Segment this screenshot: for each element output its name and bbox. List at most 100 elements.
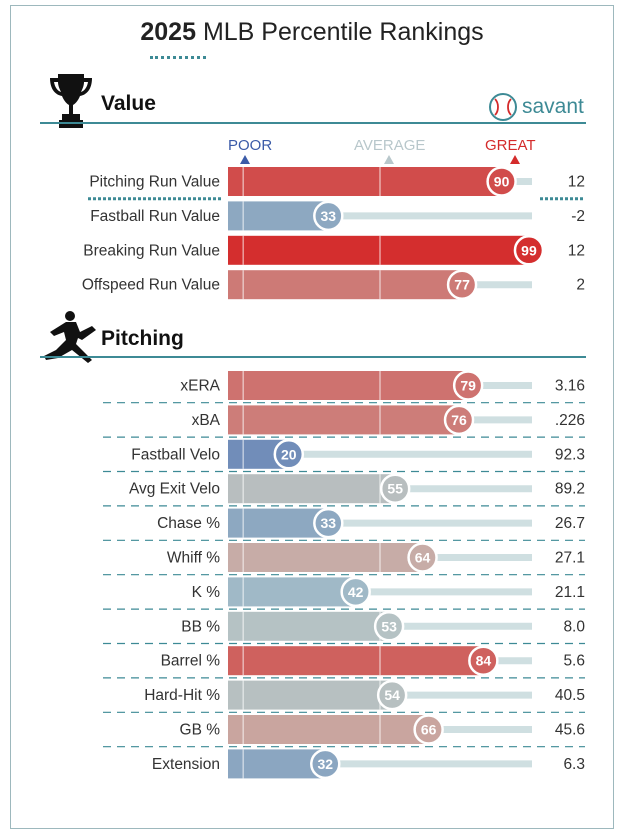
scale-average-marker xyxy=(384,155,394,164)
metric-value: 45.6 xyxy=(555,722,585,739)
percentile-bar xyxy=(228,474,396,504)
metric-label: Fastball Run Value xyxy=(90,208,220,225)
metric-value: .226 xyxy=(555,412,585,429)
percentile-label: 54 xyxy=(384,687,400,703)
metric-label: Chase % xyxy=(157,515,220,532)
metric-value: 5.6 xyxy=(563,653,585,670)
metric-label: xBA xyxy=(192,412,221,429)
metric-value: -2 xyxy=(571,208,585,225)
metric-label: GB % xyxy=(180,722,221,739)
savant-wordmark: savant xyxy=(522,95,584,118)
savant-logo: savant xyxy=(488,92,584,122)
percentile-label: 84 xyxy=(476,653,492,669)
percentile-label: 64 xyxy=(415,550,431,566)
scale-great-marker xyxy=(510,155,520,164)
metric-label: Offspeed Run Value xyxy=(82,277,220,294)
percentile-marker xyxy=(413,714,444,745)
percentile-label: 79 xyxy=(460,378,476,394)
metric-value: 26.7 xyxy=(555,515,585,532)
scale-average: AVERAGE xyxy=(354,137,425,154)
metric-label: K % xyxy=(192,584,221,601)
percentile-label: 66 xyxy=(421,722,437,738)
metric-value: 12 xyxy=(568,242,585,259)
percentile-marker xyxy=(373,611,405,642)
percentile-label: 20 xyxy=(281,446,297,462)
metric-label: Whiff % xyxy=(167,550,220,567)
metric-value: 89.2 xyxy=(555,481,585,498)
metric-label: Fastball Velo xyxy=(131,446,220,463)
percentile-label: 33 xyxy=(321,515,337,531)
percentile-marker xyxy=(468,645,499,676)
percentile-bar xyxy=(228,371,469,400)
trophy-icon xyxy=(50,74,92,128)
scale-poor-label: POOR xyxy=(228,137,273,154)
percentile-marker xyxy=(452,370,484,401)
page-title: 2025 MLB Percentile Rankings xyxy=(0,18,624,47)
percentile-bar xyxy=(228,235,529,265)
metric-label: Pitching Run Value xyxy=(89,174,220,191)
metric-value: 8.0 xyxy=(563,618,585,635)
percentile-label: 55 xyxy=(387,481,403,497)
percentile-bar xyxy=(228,543,423,572)
percentile-marker xyxy=(379,473,411,504)
percentile-marker xyxy=(443,404,475,436)
metric-value: 12 xyxy=(568,174,585,191)
percentile-label: 33 xyxy=(321,208,337,224)
title-text: MLB Percentile Rankings xyxy=(202,18,484,46)
percentile-marker xyxy=(486,166,517,197)
title-underline xyxy=(150,56,206,59)
percentile-marker xyxy=(376,679,408,711)
title-year: 2025 xyxy=(140,18,196,46)
metric-value: 92.3 xyxy=(555,446,585,463)
percentile-label: 90 xyxy=(494,174,510,190)
scale-great: GREAT xyxy=(485,137,536,154)
percentile-bar xyxy=(228,611,390,641)
pitcher-icon xyxy=(44,311,96,363)
metric-label: BB % xyxy=(181,618,220,635)
percentile-marker xyxy=(313,507,344,539)
metric-value: 2 xyxy=(576,277,585,294)
section-rule-value xyxy=(40,122,586,124)
section-title-value: Value xyxy=(101,92,156,115)
percentile-label: 32 xyxy=(317,756,333,772)
metric-value: 27.1 xyxy=(555,550,585,567)
metric-label: Breaking Run Value xyxy=(83,242,220,259)
percentile-marker xyxy=(446,269,478,300)
section-title-pitching: Pitching xyxy=(101,327,184,350)
percentile-label: 99 xyxy=(521,242,537,258)
metric-value: 3.16 xyxy=(555,378,585,395)
metric-label: Extension xyxy=(152,756,220,773)
metric-label: Barrel % xyxy=(161,653,221,670)
percentile-bar xyxy=(228,167,502,196)
baseball-icon xyxy=(489,93,517,121)
scale-poor: POOR xyxy=(228,137,272,154)
percentile-bar xyxy=(228,577,356,607)
percentile-marker xyxy=(340,576,371,608)
percentile-label: 76 xyxy=(451,412,467,428)
scale-poor-marker xyxy=(240,155,250,164)
scale-great-label: GREAT xyxy=(485,137,536,154)
percentile-bar xyxy=(228,508,329,538)
percentile-label: 77 xyxy=(454,277,470,293)
metric-label: Avg Exit Velo xyxy=(129,481,220,498)
percentile-bar xyxy=(228,715,429,744)
percentile-marker xyxy=(313,200,344,232)
percentile-label: 53 xyxy=(381,618,397,634)
percentile-bar xyxy=(228,270,463,300)
metric-label: xERA xyxy=(180,378,220,395)
percentile-label: 42 xyxy=(348,584,364,600)
percentile-bar xyxy=(228,646,484,676)
metric-label: Hard-Hit % xyxy=(144,687,220,704)
scale-average-label: AVERAGE xyxy=(354,137,426,154)
percentile-bar xyxy=(228,405,460,435)
metric-value: 21.1 xyxy=(555,584,585,601)
percentile-marker xyxy=(513,235,545,266)
metric-value: 40.5 xyxy=(555,687,585,704)
percentile-bar xyxy=(228,749,326,779)
metric-value: 6.3 xyxy=(563,756,585,773)
percentile-marker xyxy=(310,748,341,780)
section-rule-pitching xyxy=(40,356,586,358)
percentile-marker xyxy=(273,439,305,470)
percentile-bar xyxy=(228,680,393,710)
